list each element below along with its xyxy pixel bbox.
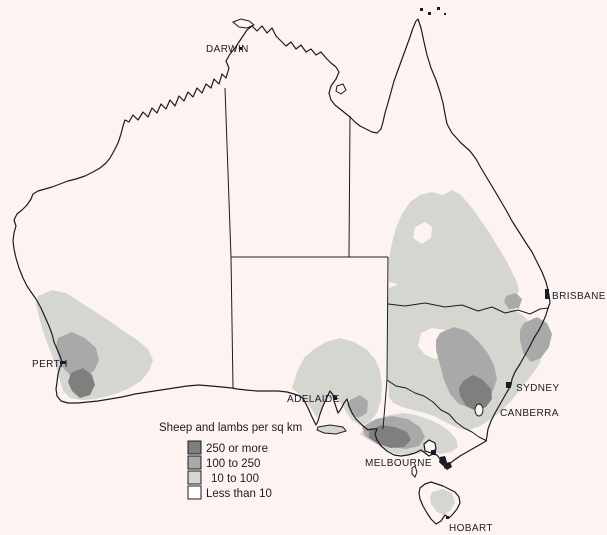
torres-strait-island-dot [444,13,446,15]
islands [232,7,452,478]
city-label-melbourne: MELBOURNE [365,458,432,469]
city-labels: DARWIN BRISBANE SYDNEY CANBERRA MELBOURN… [32,44,606,534]
legend-swatch-100-to-250 [187,455,202,470]
act-boundary [474,403,484,417]
region-nsw-dark [459,375,492,411]
legend-swatch-250-or-more [187,440,202,455]
city-label-hobart: HOBART [449,523,493,534]
legend-label-less-than-10: Less than 10 [206,488,272,500]
region-darlingdowns-medium [504,293,522,309]
city-marker-melbourne [431,450,436,455]
city-label-sydney: SYDNEY [516,383,560,394]
state-borders [224,87,550,442]
city-marker-brisbane [545,289,549,299]
groote-eylandt [335,83,347,95]
legend-label-250-or-more: 250 or more [206,443,268,455]
border-qld-nsw [387,302,550,315]
city-label-darwin: DARWIN [206,44,249,55]
city-label-adelaide: ADELAIDE [287,394,340,405]
border-nt-qld [348,115,351,258]
legend-label-10-to-100: 10 to 100 [211,473,259,485]
tasmania-coastline [418,481,461,525]
city-marker-hobart [446,516,449,519]
legend: Sheep and lambs per sq km 250 or more 10… [159,422,302,500]
region-wa-light [36,290,153,400]
region-tas-light [430,489,455,515]
torres-strait-island-dot [420,8,423,11]
legend-swatch-10-to-100 [187,470,202,485]
density-layer-dark [68,368,492,448]
torres-strait-island-dot [428,12,431,15]
region-qld-light [389,190,519,303]
city-label-perth: PERTH [32,359,68,370]
legend-swatch-less-than-10 [187,485,202,500]
city-markers [60,47,549,519]
king-island [411,465,418,478]
legend-title: Sheep and lambs per sq km [159,422,302,434]
city-marker-perth [60,361,66,364]
melville-island [232,18,255,29]
wilsons-promontory [444,462,452,470]
city-marker-adelaide [333,396,337,400]
port-phillip-bay [423,439,437,454]
region-vic-dark [369,425,411,448]
city-label-canberra: CANBERRA [500,408,559,419]
city-marker-sydney [506,382,511,388]
hole-qld [413,222,432,244]
region-wa-medium [56,332,99,378]
border-nsw-vic-murray [386,379,488,442]
legend-label-100-to-250: 100 to 250 [206,458,260,470]
region-kangaroo-island [316,424,347,435]
region-wa-dark [68,368,95,398]
city-marker-darwin [239,47,242,50]
city-label-brisbane: BRISBANE [552,291,606,302]
torres-strait-island-dot [437,7,440,10]
